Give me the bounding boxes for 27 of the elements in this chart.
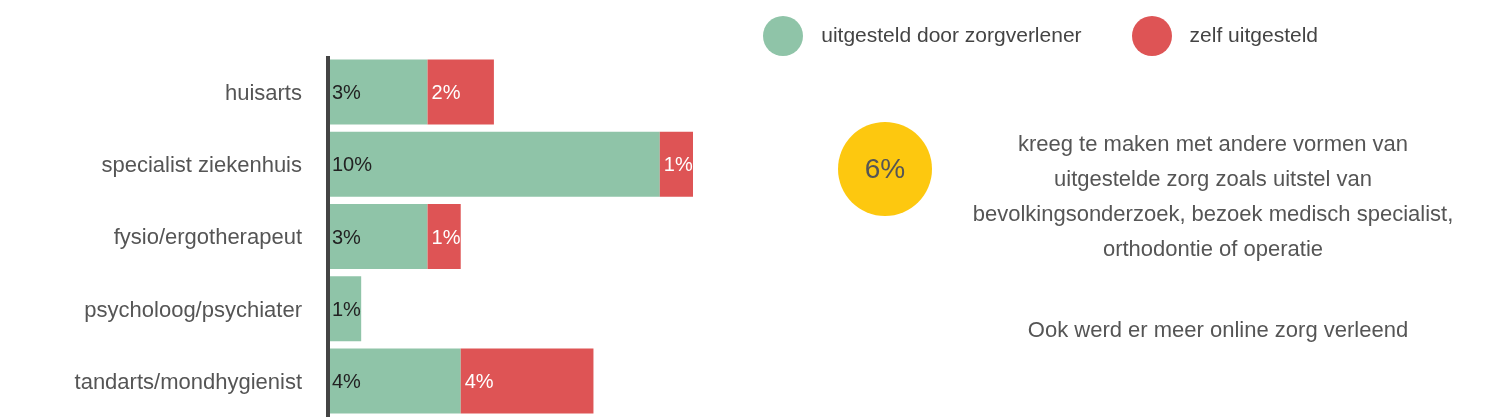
text: Ook werd er meer online zorg verleend bbox=[1026, 316, 1410, 344]
bar bbox=[427, 204, 461, 270]
text: kreeg te maken met andere vormen van uitgestelde zorg zoals uitstel van bevolkingsonderzoek, bezoek medisch specialist, orthodontie of operatie bbox=[971, 130, 1455, 263]
bar bbox=[328, 348, 461, 414]
legend-label: zelf uitgesteld bbox=[1189, 22, 1318, 46]
bar bbox=[328, 59, 428, 125]
data-label: 2% bbox=[431, 81, 461, 104]
data-label: 4% bbox=[332, 370, 362, 393]
data-label: 3% bbox=[332, 81, 362, 104]
circle-badge: 6% bbox=[838, 122, 932, 216]
data-label: 4% bbox=[464, 370, 494, 393]
bar bbox=[659, 131, 693, 197]
y-tick-label: tandarts/mondhygienist bbox=[74, 368, 302, 394]
data-label: 1% bbox=[332, 297, 362, 320]
bar bbox=[427, 59, 494, 125]
bar bbox=[328, 204, 428, 270]
data-label: 10% bbox=[332, 153, 373, 176]
data-label: 3% bbox=[332, 225, 362, 248]
y-tick-label: fysio/ergotherapeut bbox=[113, 224, 302, 250]
data-label: 1% bbox=[663, 153, 693, 176]
y-tick-label: psycholoog/psychiater bbox=[84, 296, 302, 322]
y-tick-label: specialist ziekenhuis bbox=[101, 152, 302, 178]
data-label: 1% bbox=[431, 225, 461, 248]
bar bbox=[328, 131, 660, 197]
legend-label: uitgesteld door zorgverlener bbox=[821, 22, 1082, 46]
y-tick-label: huisarts bbox=[224, 79, 302, 105]
bar bbox=[460, 348, 594, 414]
